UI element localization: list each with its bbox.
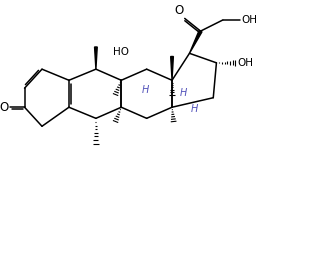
- Text: OH: OH: [242, 15, 258, 25]
- Polygon shape: [171, 57, 173, 80]
- Text: O: O: [0, 101, 9, 114]
- Text: H: H: [190, 104, 198, 114]
- Polygon shape: [95, 47, 97, 69]
- Text: H: H: [179, 88, 187, 98]
- Text: HO: HO: [113, 47, 129, 57]
- Text: OH: OH: [237, 58, 253, 68]
- Text: H: H: [141, 85, 149, 95]
- Polygon shape: [189, 30, 202, 53]
- Text: O: O: [174, 4, 183, 17]
